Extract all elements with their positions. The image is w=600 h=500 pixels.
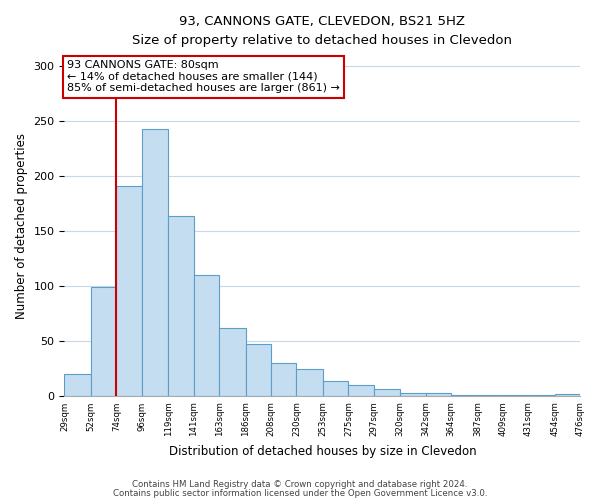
Y-axis label: Number of detached properties: Number of detached properties (15, 133, 28, 319)
Bar (400, 393, 426, 396)
Bar (271, 364, 296, 396)
Text: Contains HM Land Registry data © Crown copyright and database right 2024.: Contains HM Land Registry data © Crown c… (132, 480, 468, 489)
Text: 93 CANNONS GATE: 80sqm
← 14% of detached houses are smaller (144)
85% of semi-de: 93 CANNONS GATE: 80sqm ← 14% of detached… (67, 60, 340, 94)
Bar (169, 216, 194, 396)
Bar (296, 369, 323, 396)
Bar (555, 394, 580, 396)
Title: 93, CANNONS GATE, CLEVEDON, BS21 5HZ
Size of property relative to detached house: 93, CANNONS GATE, CLEVEDON, BS21 5HZ Siz… (133, 15, 512, 47)
X-axis label: Distribution of detached houses by size in Clevedon: Distribution of detached houses by size … (169, 444, 476, 458)
Bar (323, 381, 349, 396)
Bar (245, 344, 271, 396)
Bar (219, 328, 245, 396)
Bar (142, 129, 169, 396)
Bar (349, 386, 374, 396)
Bar (64, 374, 91, 396)
Bar (116, 186, 142, 396)
Bar (194, 276, 219, 396)
Text: Contains public sector information licensed under the Open Government Licence v3: Contains public sector information licen… (113, 488, 487, 498)
Bar (374, 388, 400, 396)
Bar (91, 288, 116, 397)
Bar (426, 393, 451, 396)
